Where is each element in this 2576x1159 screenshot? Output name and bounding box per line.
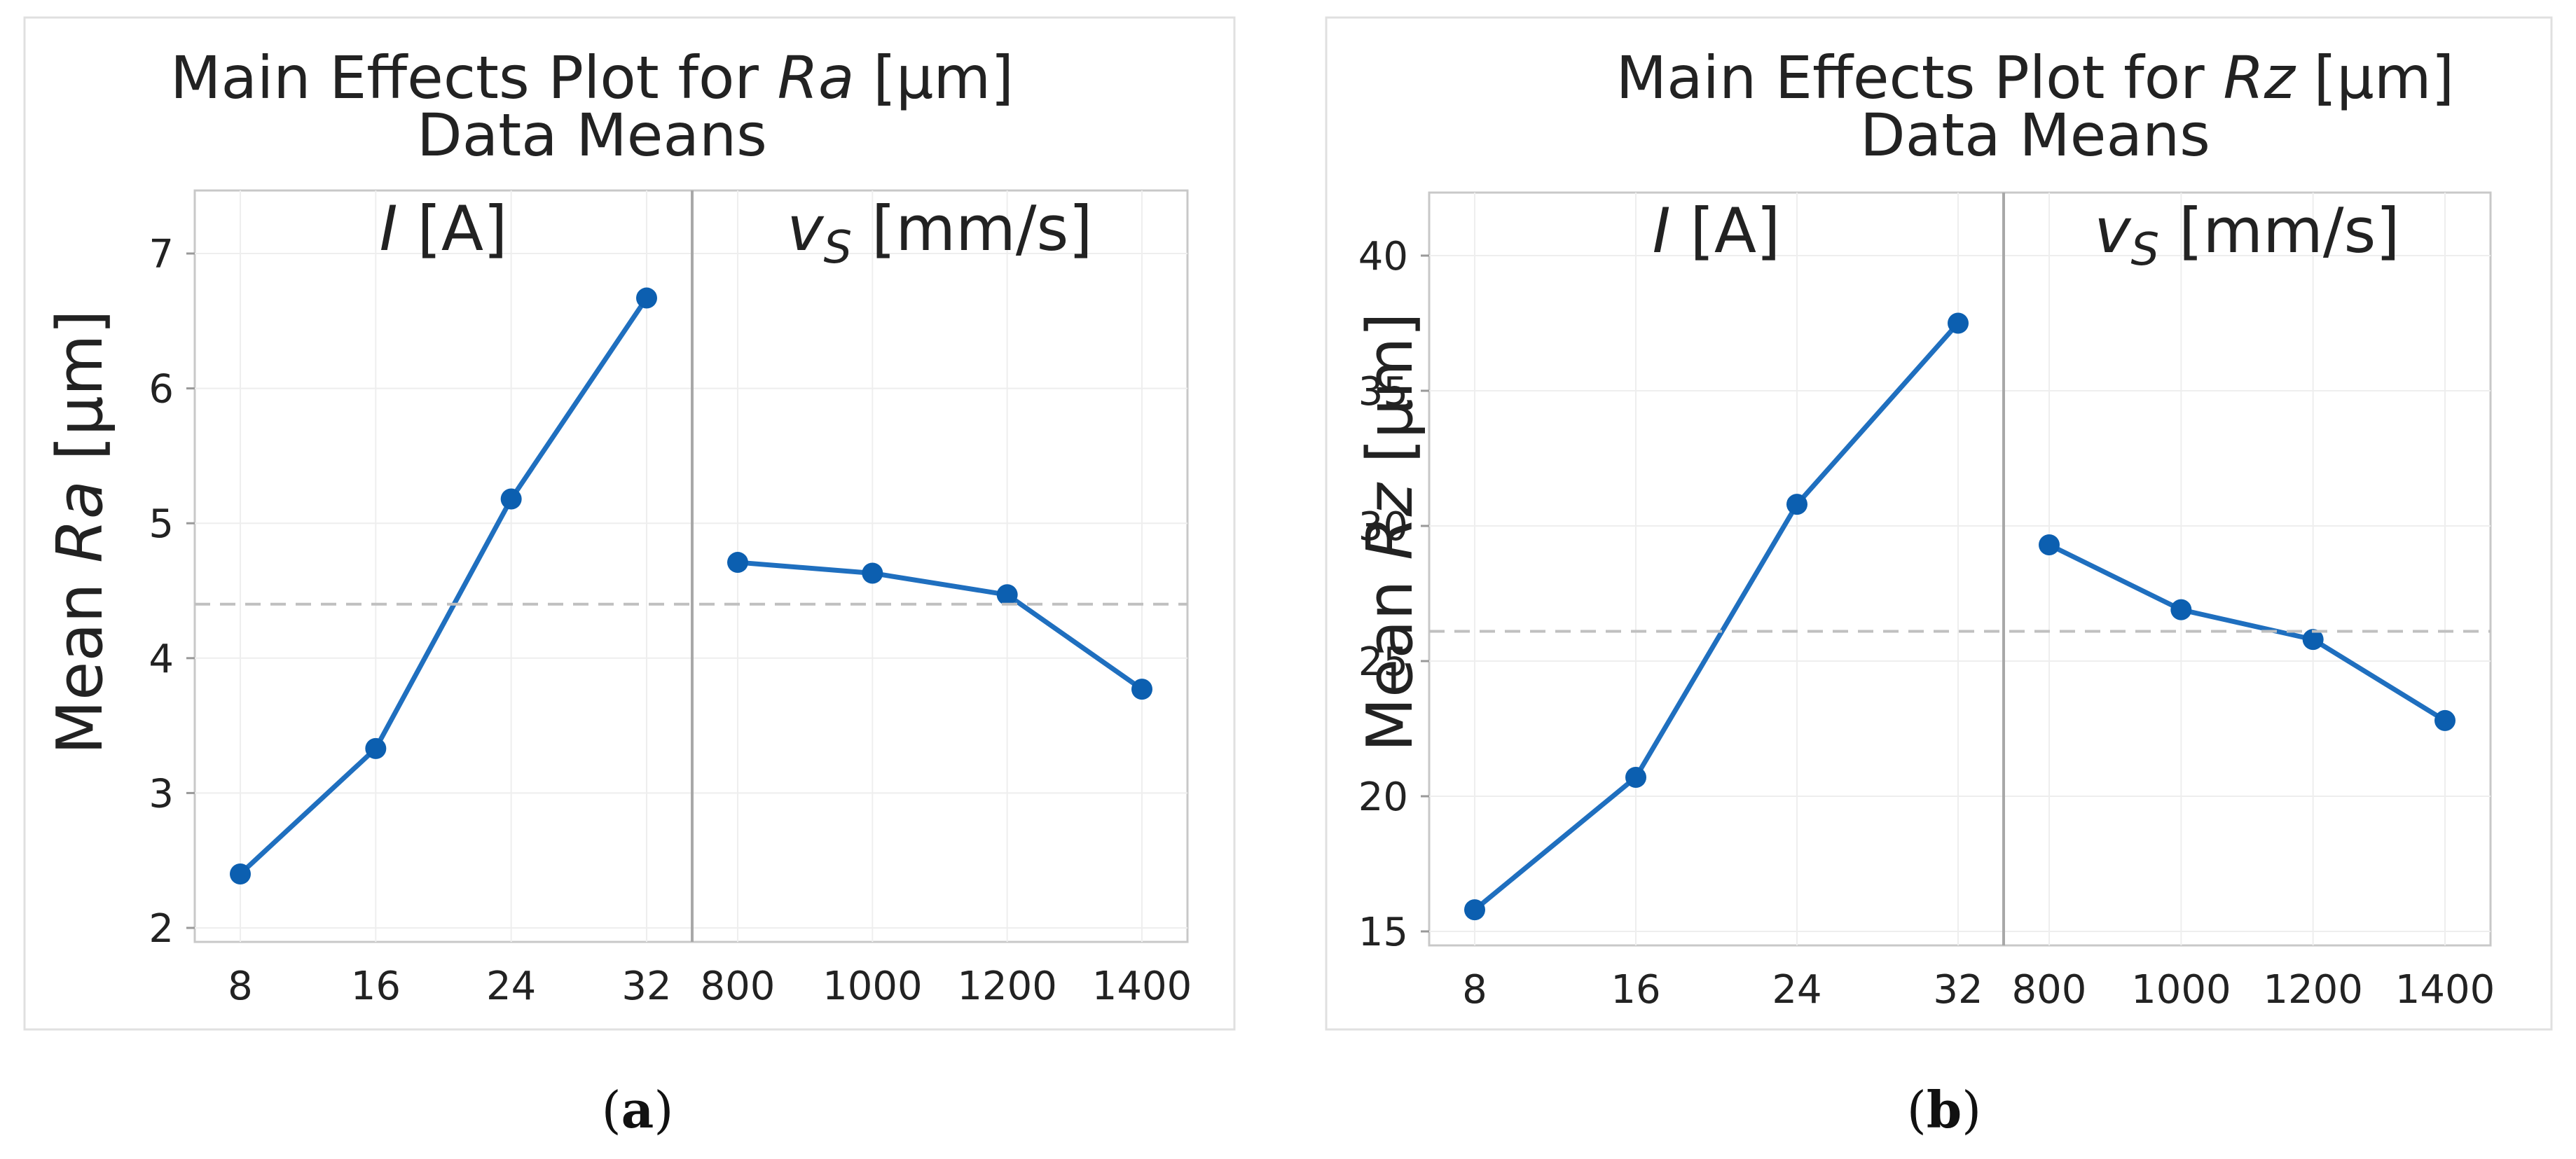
panel-label: I [A] [1653, 195, 1781, 267]
panel-label: vS [mm/s] [2094, 195, 2399, 276]
data-point [500, 488, 522, 510]
data-point [1464, 899, 1485, 921]
y-tick-label: 30 [1358, 504, 1408, 550]
data-point [2302, 629, 2324, 651]
x-tick-label: 1400 [2395, 967, 2495, 1013]
x-tick-label: 1000 [2131, 967, 2231, 1013]
y-tick-label: 7 [149, 232, 174, 277]
series-line [2048, 542, 2446, 723]
data-point [1948, 312, 1969, 334]
data-point [2039, 534, 2060, 556]
x-tick-label: 16 [351, 964, 401, 1009]
data-point [230, 863, 251, 884]
y-tick-label: 3 [149, 771, 174, 817]
data-point [365, 737, 387, 759]
y-tick-label: 4 [149, 637, 174, 682]
y-axis-label: Mean Rz [µm] [1354, 312, 1427, 751]
x-tick-label: 32 [1933, 967, 1983, 1013]
plot-border [1428, 191, 2492, 947]
chart-b: Main Effects Plot for Rz [µm]Data Means I… [1325, 16, 2553, 1031]
figure-caption: (a) [602, 1080, 674, 1139]
y-axis-label: Mean Ra [µm] [43, 310, 117, 754]
series-line [1473, 321, 1960, 912]
data-point [996, 584, 1018, 606]
figure-caption: (b) [1907, 1080, 1982, 1139]
x-tick-label: 24 [1772, 967, 1821, 1013]
y-tick-label: 20 [1358, 775, 1408, 820]
x-tick-label: 8 [1462, 967, 1487, 1013]
y-tick-label: 6 [149, 367, 174, 412]
series-line [238, 296, 649, 876]
x-tick-label: 1200 [957, 964, 1057, 1009]
chart-subtitle: Data Means [1860, 101, 2210, 169]
x-tick-label: 1200 [2263, 967, 2363, 1013]
y-tick-label: 35 [1358, 369, 1408, 415]
y-tick-label: 2 [149, 906, 174, 952]
data-point [2170, 599, 2192, 620]
data-point [1131, 679, 1152, 700]
x-tick-label: 800 [701, 964, 776, 1009]
data-point [1786, 494, 1807, 515]
x-tick-label: 1400 [1092, 964, 1192, 1009]
chart-a: Main Effects Plot for Ra [µm]Data Means I… [23, 16, 1236, 1031]
series-line [737, 560, 1144, 691]
data-point [727, 552, 748, 574]
y-tick-label: 5 [149, 501, 174, 547]
x-tick-label: 800 [2012, 967, 2087, 1013]
data-point [636, 287, 657, 309]
x-tick-label: 32 [621, 964, 671, 1009]
y-tick-label: 25 [1358, 639, 1408, 685]
chart-title: Main Effects Plot for Rz [µm] [1616, 43, 2455, 112]
x-tick-label: 24 [486, 964, 536, 1009]
y-tick-label: 15 [1358, 910, 1408, 955]
x-tick-label: 16 [1611, 967, 1660, 1013]
panel-label: vS [mm/s] [787, 193, 1092, 274]
x-tick-label: 8 [228, 964, 253, 1009]
data-point [2434, 709, 2456, 731]
chart-title: Main Effects Plot for Ra [µm] [170, 43, 1014, 112]
data-point [1625, 766, 1646, 788]
chart-subtitle: Data Means [417, 101, 767, 169]
x-tick-label: 1000 [822, 964, 923, 1009]
y-tick-label: 40 [1358, 234, 1408, 279]
data-point [862, 562, 883, 584]
panel-label: I [A] [380, 193, 508, 265]
